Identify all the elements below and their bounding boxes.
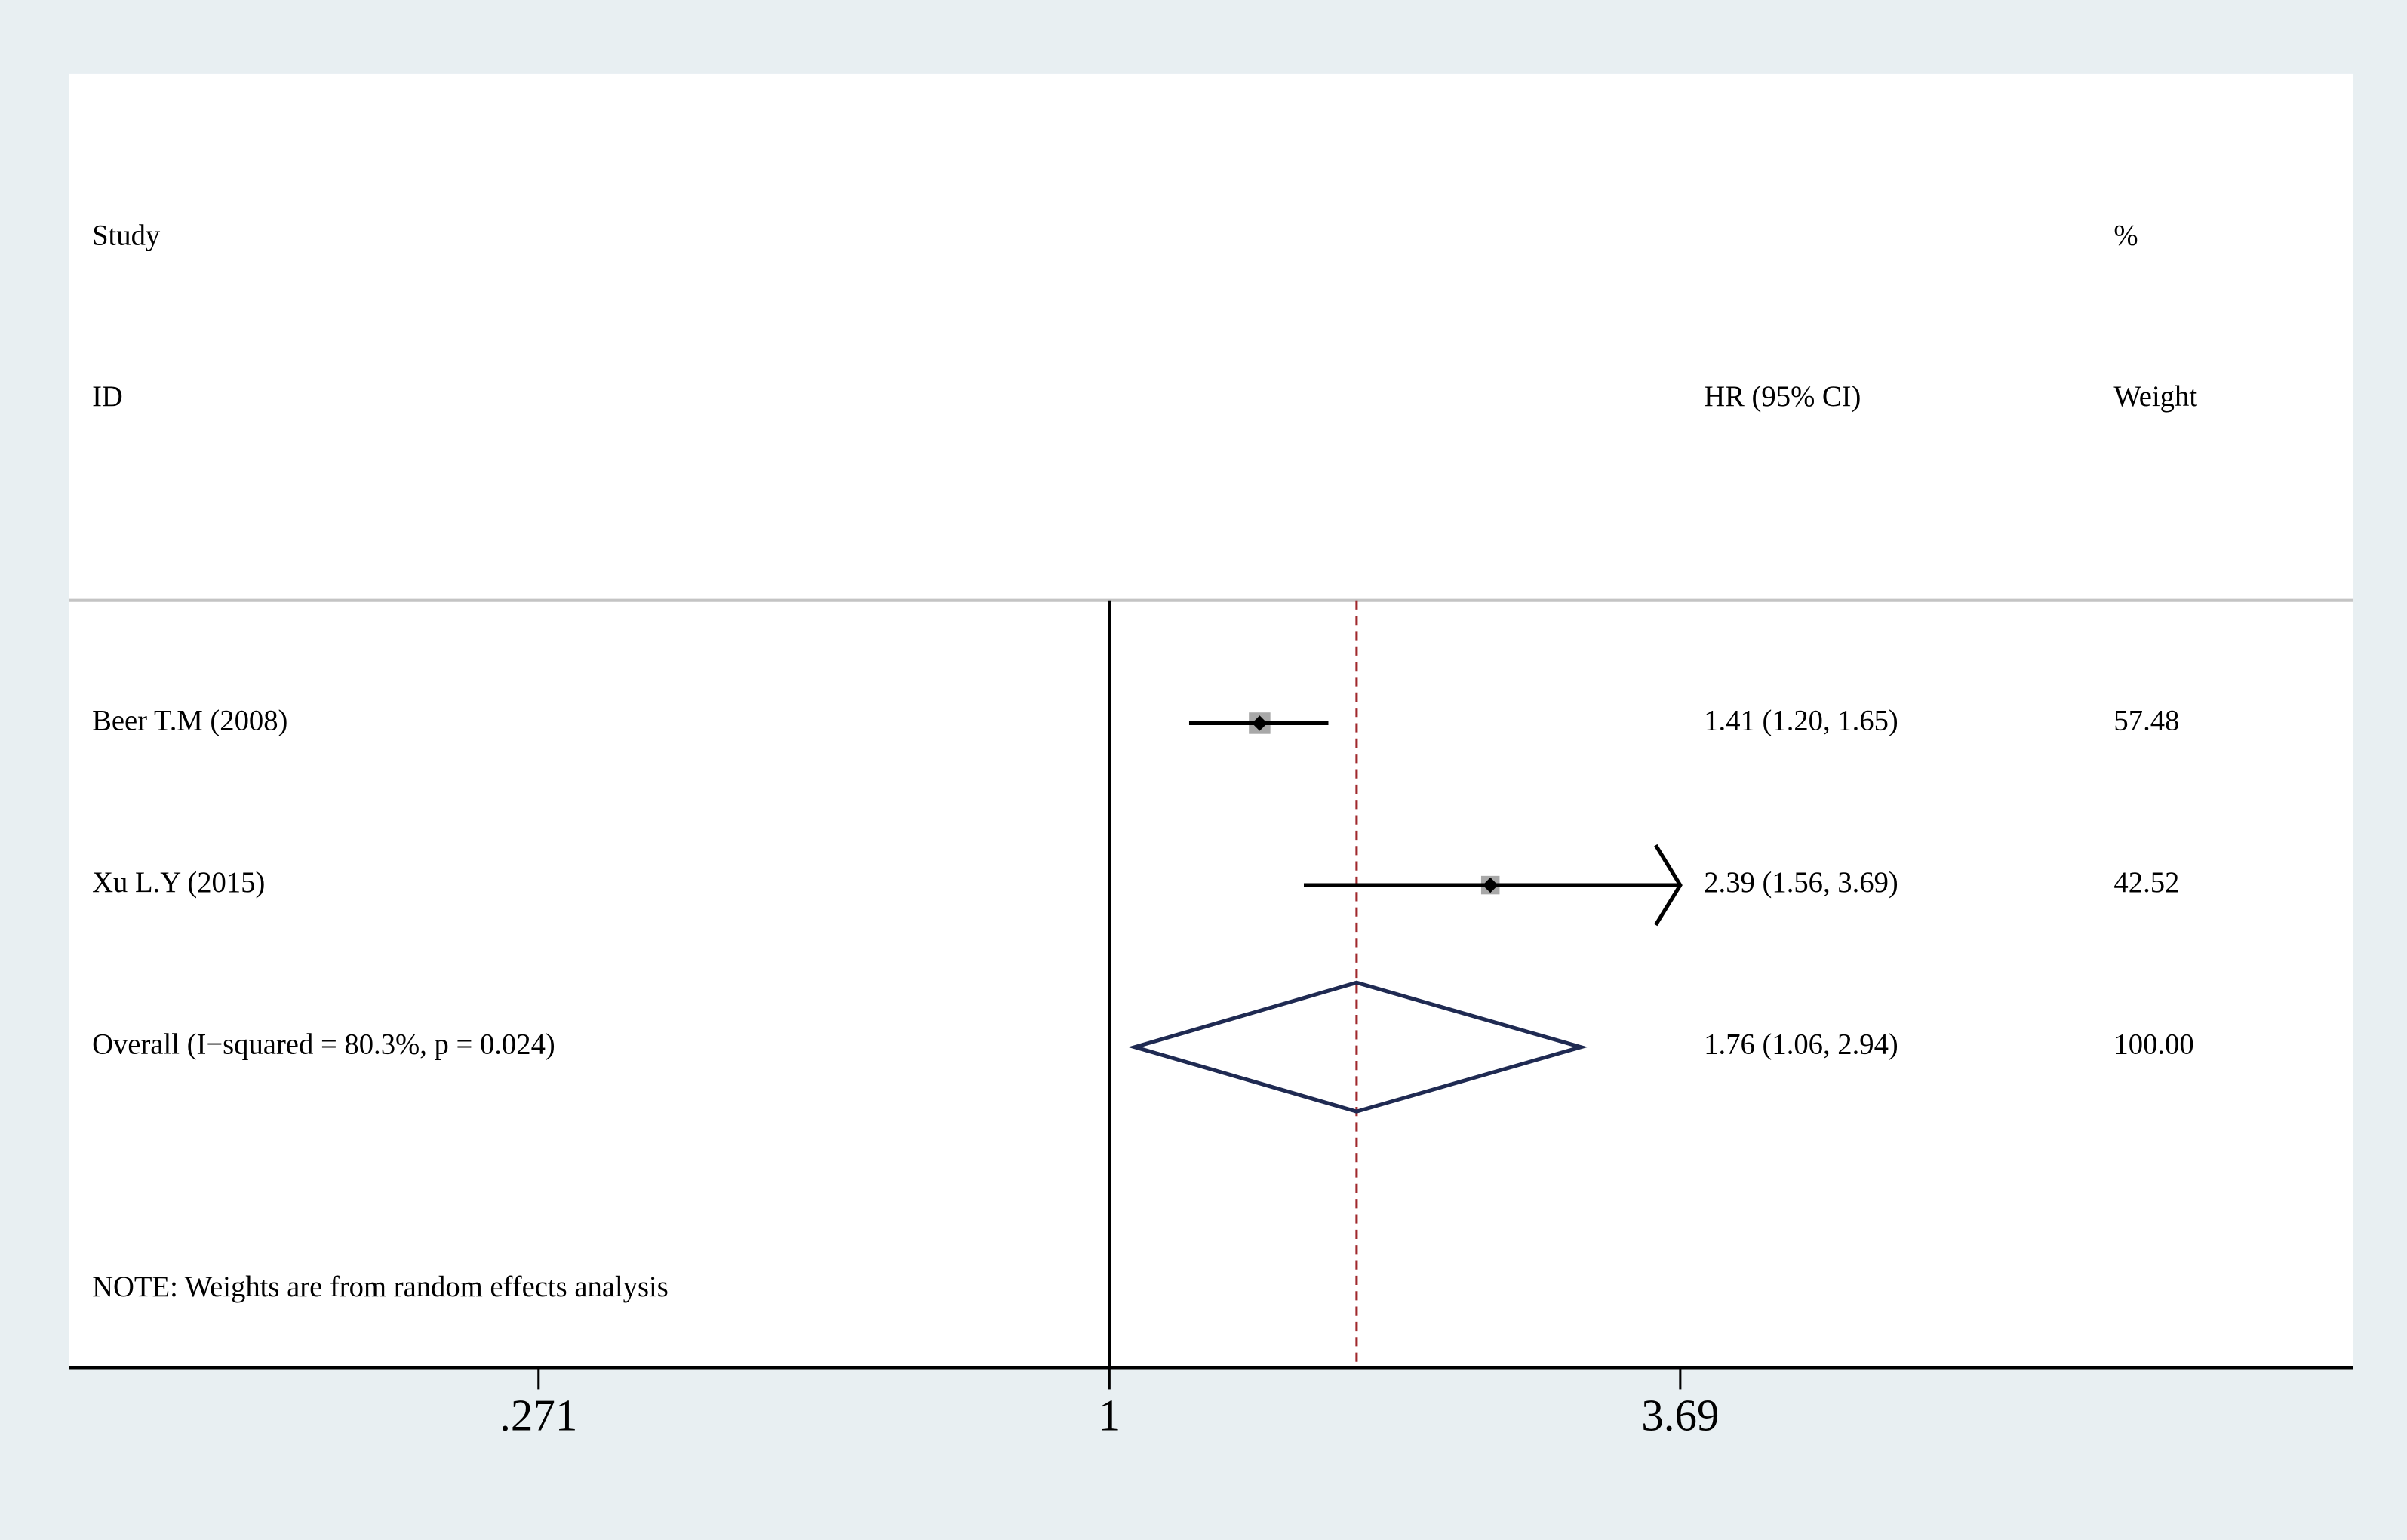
- ci-arrow: [1654, 844, 1683, 927]
- x-tick-label: 3.69: [1641, 1391, 1719, 1440]
- effect-label: 1.76 (1.06, 2.94): [1704, 1029, 1898, 1061]
- study-label: Overall (I−squared = 80.3%, p = 0.024): [92, 1029, 555, 1061]
- note: NOTE: Weights are from random effects an…: [92, 1271, 669, 1303]
- overall-diamond: [1127, 980, 1588, 1114]
- study-label: Beer T.M (2008): [92, 705, 287, 736]
- x-tick-label: 1: [1099, 1391, 1121, 1440]
- column-header: Weight: [2113, 381, 2197, 413]
- effect-label: 1.41 (1.20, 1.65): [1704, 705, 1898, 736]
- column-header: Study: [92, 220, 161, 251]
- plot-panel: [69, 73, 2353, 1368]
- x-tick-label: .271: [500, 1391, 577, 1440]
- weight-label: 100.00: [2113, 1029, 2193, 1061]
- study-label: Xu L.Y (2015): [92, 867, 265, 899]
- weight-label: 57.48: [2113, 705, 2179, 736]
- point-estimate: [1252, 715, 1268, 731]
- column-header: HR (95% CI): [1704, 381, 1861, 413]
- column-header: ID: [92, 381, 123, 413]
- column-header: %: [2113, 220, 2138, 251]
- weight-label: 42.52: [2113, 867, 2179, 899]
- effect-label: 2.39 (1.56, 3.69): [1704, 867, 1898, 899]
